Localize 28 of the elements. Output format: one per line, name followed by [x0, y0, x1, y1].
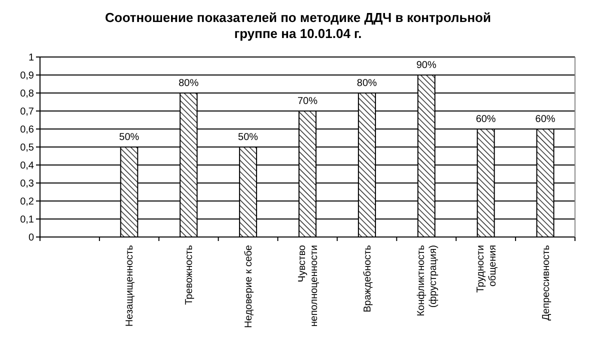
y-tick-label: 0,7 — [20, 106, 34, 118]
data-label: 50% — [119, 132, 140, 143]
y-tick-label: 0,8 — [20, 88, 34, 100]
y-tick-label: 0,2 — [20, 196, 34, 208]
y-tick-label: 0,5 — [20, 142, 34, 154]
data-label: 50% — [238, 132, 258, 143]
x-tick-label: Конфликтность (фрустрация) — [416, 245, 439, 316]
y-tick-label: 1 — [28, 52, 34, 64]
x-tick-label: Чувство неполноценности — [297, 244, 320, 327]
y-tick-label: 0,6 — [20, 124, 34, 136]
y-tick-label: 0 — [28, 232, 34, 244]
y-tick-label: 0,3 — [20, 178, 34, 190]
x-tick-label: Трудности общения — [475, 245, 498, 293]
data-label: 60% — [535, 114, 556, 125]
x-tick-label: Тревожность — [184, 245, 196, 305]
data-label: 90% — [416, 60, 437, 71]
data-label: 80% — [178, 78, 199, 89]
x-tick-label: Незащищенность — [124, 245, 136, 327]
x-tick-label: Враждебность — [362, 245, 374, 312]
data-label: 80% — [356, 78, 378, 89]
x-tick-label: Недоверие к себе — [244, 244, 255, 328]
y-tick-label: 0,4 — [20, 160, 34, 172]
data-label: 70% — [297, 96, 318, 107]
y-tick-label: 0,1 — [20, 214, 34, 226]
chart-title: Соотношение показателей по методике ДДЧ в контрольной группе на 10.01.04 г. — [104, 10, 492, 41]
data-label: 60% — [476, 114, 496, 125]
x-tick-label: Депрессивность — [540, 245, 552, 321]
y-tick-label: 0,9 — [20, 70, 34, 82]
